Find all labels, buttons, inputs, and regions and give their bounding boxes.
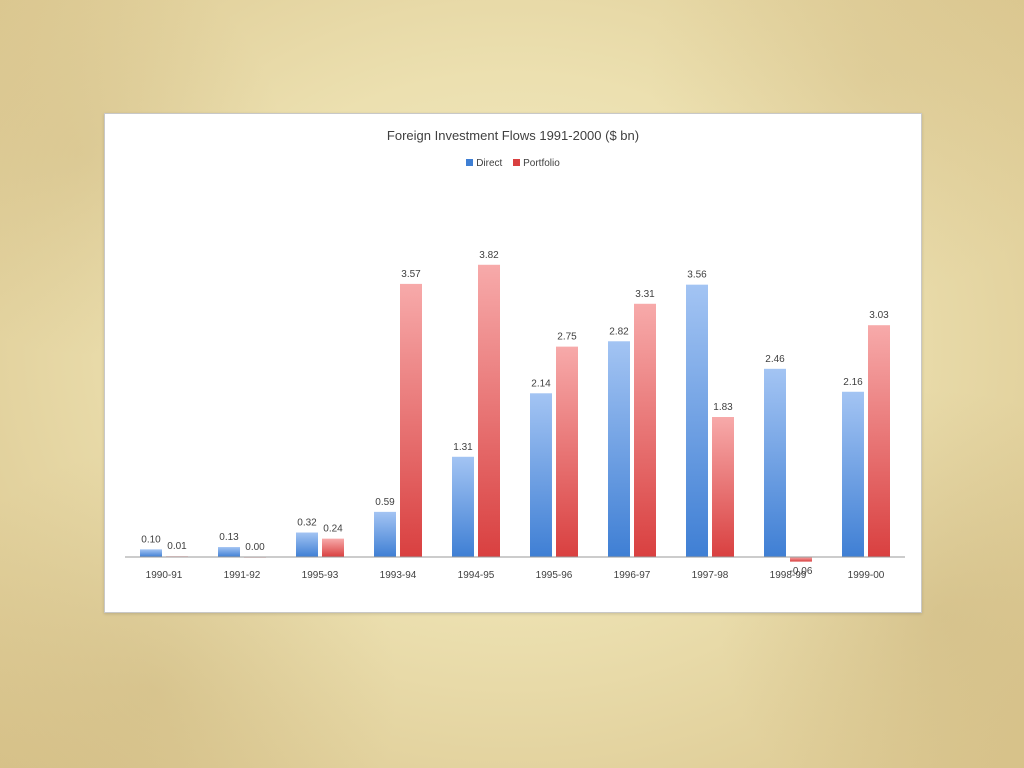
data-label-portfolio-1996-97: 3.31	[635, 289, 655, 300]
bar-portfolio-1994-95	[478, 264, 500, 557]
x-tick-label-1991-92: 1991-92	[224, 570, 261, 581]
data-label-direct-1999-00: 2.16	[843, 377, 863, 388]
data-label-direct-1990-91: 0.10	[141, 534, 161, 545]
data-label-direct-1993-94: 0.59	[375, 497, 395, 508]
chart-card: Foreign Investment Flows 1991-2000 ($ bn…	[104, 113, 922, 613]
x-tick-label-1993-94: 1993-94	[380, 570, 417, 581]
data-label-portfolio-1993-94: 3.57	[401, 269, 421, 280]
data-label-portfolio-1998-99: -0.06	[790, 566, 813, 577]
bar-direct-1995-96	[530, 393, 552, 557]
data-label-direct-1995-93: 0.32	[297, 518, 317, 529]
data-label-direct-1997-98: 3.56	[687, 270, 707, 281]
data-label-portfolio-1999-00: 3.03	[869, 310, 889, 321]
chart-legend: Direct Portfolio	[105, 158, 921, 169]
bar-direct-1996-97	[608, 341, 630, 557]
legend-label-portfolio: Portfolio	[523, 158, 560, 169]
bar-direct-1994-95	[452, 456, 474, 557]
legend-swatch-portfolio	[513, 159, 521, 166]
bar-portfolio-1998-99	[790, 557, 812, 562]
data-label-direct-1994-95: 1.31	[453, 442, 473, 453]
x-tick-label-1998-99: 1998-99	[770, 570, 807, 581]
x-tick-label-1995-93: 1995-93	[302, 570, 339, 581]
bar-direct-1997-98	[686, 284, 708, 557]
data-label-direct-1991-92: 0.13	[219, 532, 239, 543]
x-tick-label-1999-00: 1999-00	[848, 570, 885, 581]
data-label-portfolio-1990-91: 0.01	[167, 541, 187, 552]
data-label-portfolio-1995-93: 0.24	[323, 524, 343, 535]
bar-direct-1998-99	[764, 368, 786, 557]
data-label-portfolio-1995-96: 2.75	[557, 332, 577, 343]
bar-portfolio-1997-98	[712, 417, 734, 557]
bar-portfolio-1996-97	[634, 303, 656, 557]
legend-item-direct: Direct	[466, 158, 502, 169]
bar-direct-1995-93	[296, 532, 318, 557]
bar-portfolio-1995-93	[322, 538, 344, 557]
x-tick-label-1996-97: 1996-97	[614, 570, 651, 581]
bar-direct-1999-00	[842, 391, 864, 557]
x-tick-label-1997-98: 1997-98	[692, 570, 729, 581]
x-tick-label-1990-91: 1990-91	[146, 570, 183, 581]
x-tick-label-1995-96: 1995-96	[536, 570, 573, 581]
data-label-portfolio-1994-95: 3.82	[479, 250, 499, 261]
data-label-portfolio-1991-92: 0.00	[245, 542, 265, 553]
x-tick-label-1994-95: 1994-95	[458, 570, 495, 581]
bar-portfolio-1995-96	[556, 346, 578, 557]
data-label-direct-1998-99: 2.46	[765, 354, 785, 365]
legend-label-direct: Direct	[476, 158, 503, 169]
legend-swatch-direct	[466, 159, 474, 166]
legend-item-portfolio: Portfolio	[513, 158, 560, 169]
data-label-portfolio-1997-98: 1.83	[713, 402, 733, 413]
data-label-direct-1995-96: 2.14	[531, 378, 551, 389]
bar-chart-plot: 0.10 0.01 1990-91 0.13 0.00 1991-92 0.32 0.24 19…	[125, 250, 905, 581]
bar-portfolio-1993-94	[400, 283, 422, 557]
bar-direct-1991-92	[218, 547, 240, 557]
bar-portfolio-1999-00	[868, 325, 890, 557]
bar-direct-1993-94	[374, 511, 396, 557]
data-label-direct-1996-97: 2.82	[609, 326, 629, 337]
bar-direct-1990-91	[140, 549, 162, 557]
chart-title: Foreign Investment Flows 1991-2000 ($ bn…	[386, 128, 640, 143]
